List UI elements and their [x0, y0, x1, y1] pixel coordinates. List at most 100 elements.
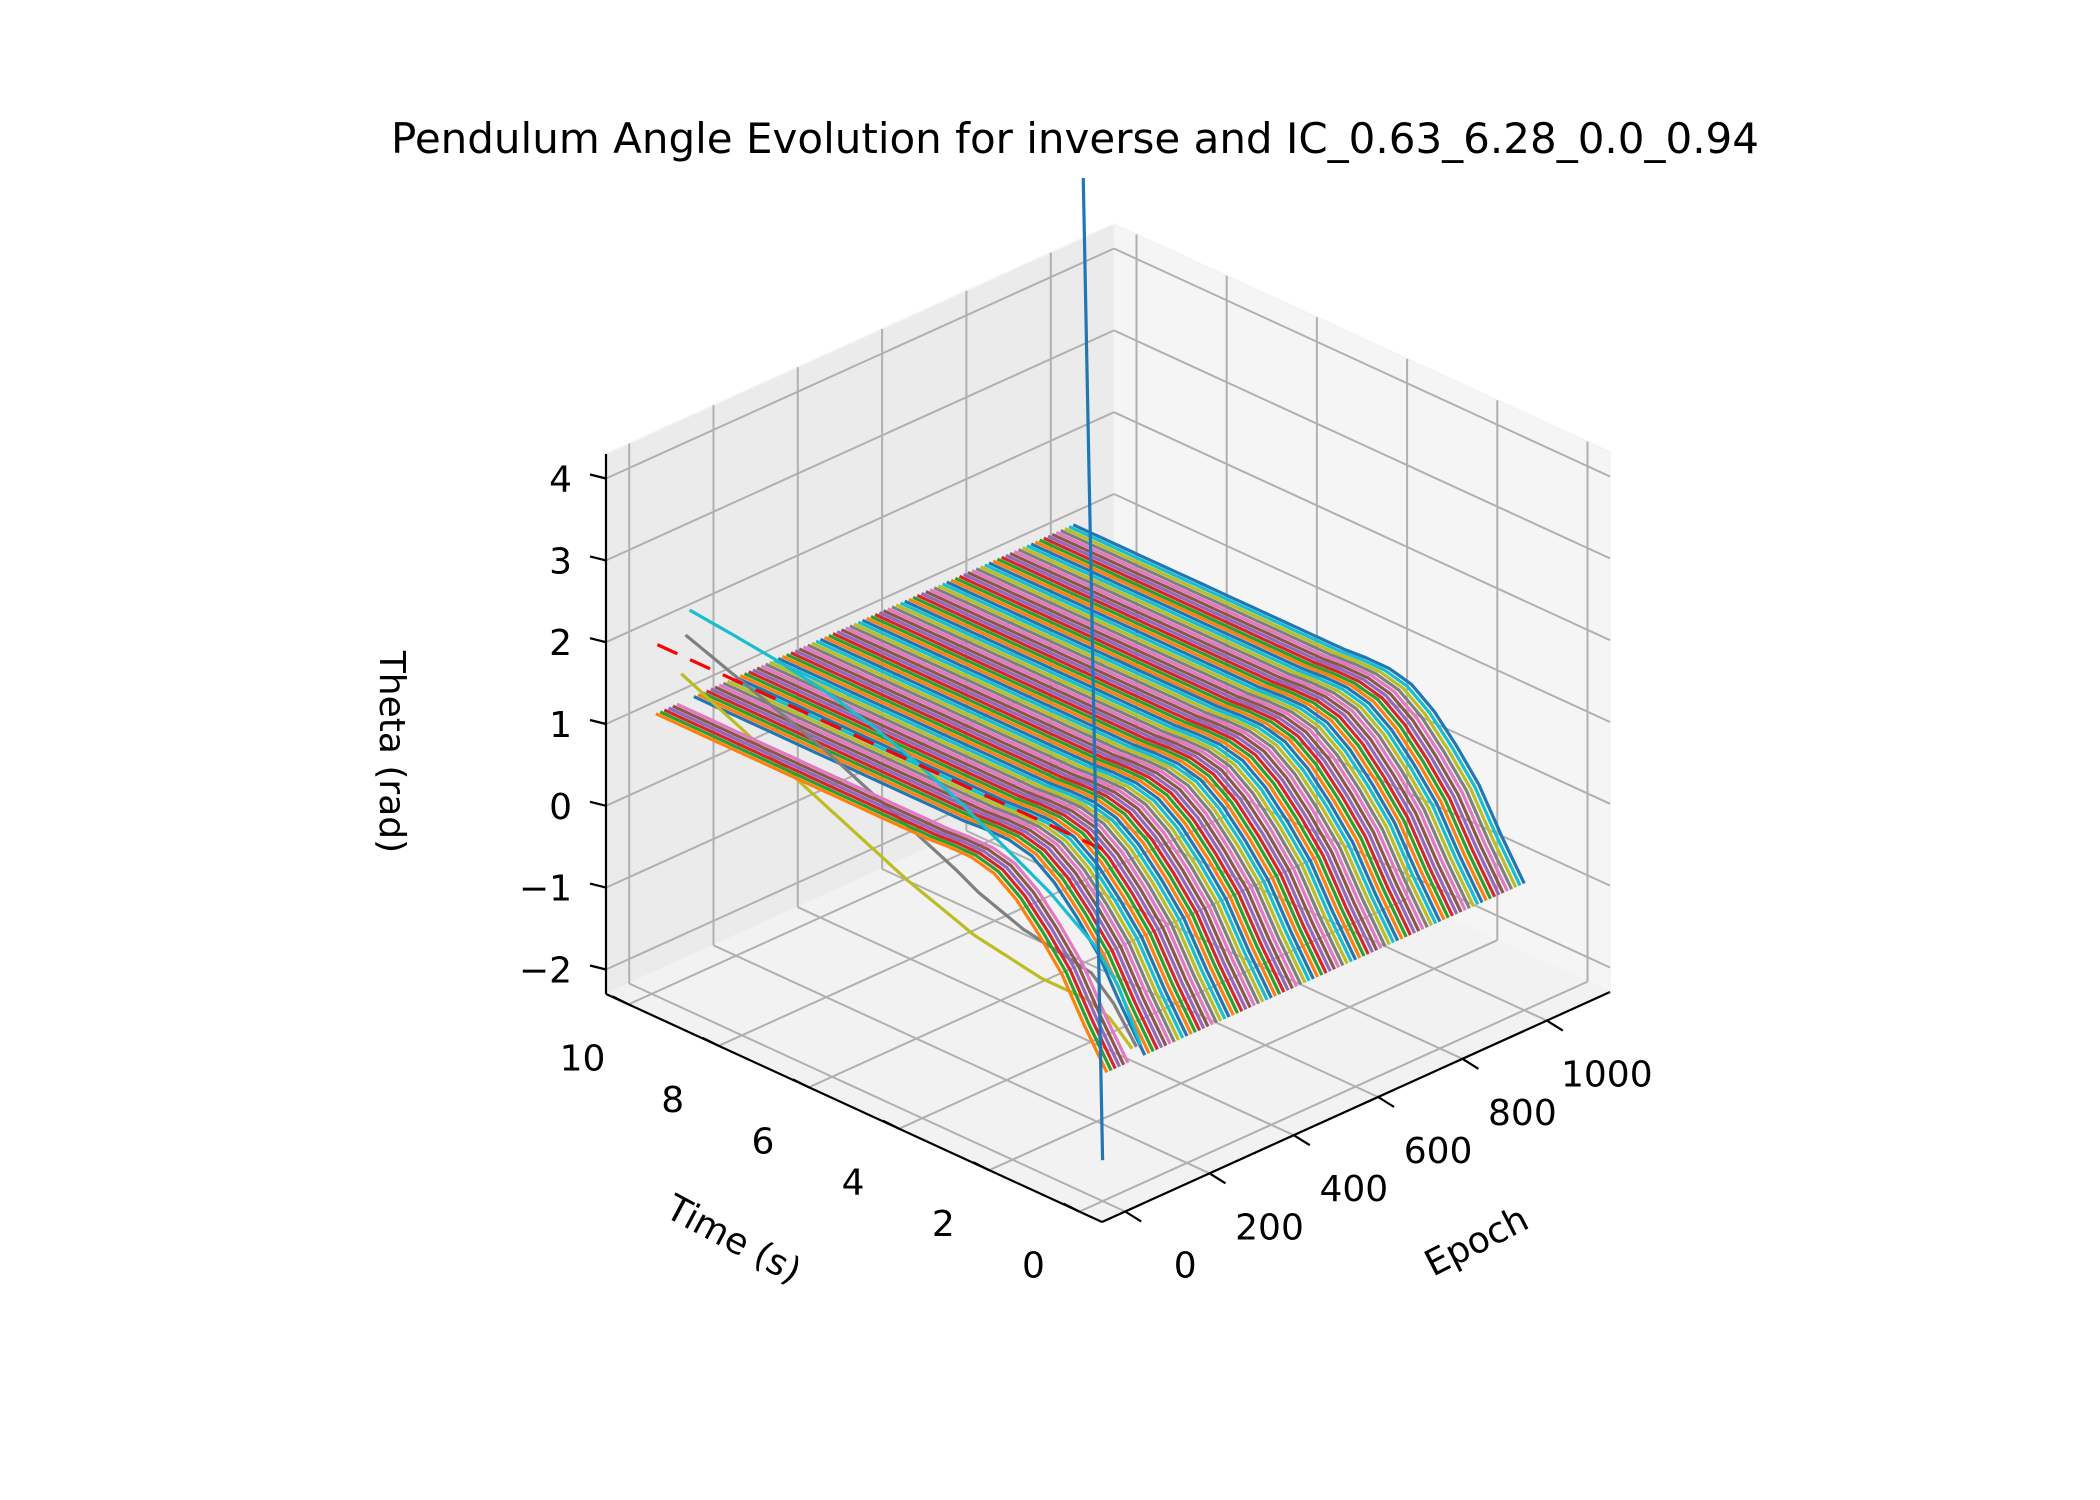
epoch-trace [967, 571, 1421, 932]
epoch-trace [1034, 540, 1488, 902]
epoch-trace [874, 613, 1328, 974]
z-tick-mark [589, 555, 607, 562]
epoch-trace [920, 592, 1374, 953]
epoch-trace [807, 643, 1261, 1005]
epoch-trace [777, 656, 1231, 1018]
epoch-trace [781, 655, 1235, 1016]
z-tick-label: 1 [549, 705, 572, 746]
epoch-trace [655, 712, 1109, 1074]
y-gridline [808, 856, 1318, 1089]
epoch-trace [1026, 544, 1480, 906]
epoch-trace [697, 693, 1151, 1054]
epoch-trace [743, 672, 1197, 1033]
epoch-trace [1005, 553, 1459, 915]
epoch-trace [672, 704, 1126, 1066]
epoch-trace [878, 611, 1332, 972]
epoch-trace [1060, 529, 1514, 890]
z-tick-mark [589, 964, 607, 971]
epoch-trace [866, 616, 1320, 978]
epoch-trace [933, 586, 1387, 948]
y-tick-mark [792, 1078, 810, 1089]
epoch-trace [840, 628, 1294, 990]
x-tick-label: 1000 [1561, 1055, 1653, 1096]
epoch-trace [823, 635, 1277, 997]
y-axis-label: Time (s) [658, 1187, 807, 1292]
z-tick-label: 4 [549, 460, 572, 501]
x-tick-label: 600 [1404, 1131, 1473, 1172]
y-tick-label: 10 [560, 1038, 606, 1079]
epoch-trace [882, 609, 1336, 970]
z-gridline [1113, 247, 1611, 478]
z-tick-mark [589, 882, 607, 889]
epoch-trace [1009, 551, 1463, 913]
epoch-trace [1017, 548, 1471, 909]
epoch-trace [1072, 523, 1526, 885]
y-tick-label: 6 [751, 1121, 774, 1162]
epoch-trace [979, 565, 1433, 927]
epoch-trace [853, 622, 1307, 984]
y-tick-mark [702, 1036, 720, 1047]
epoch-trace [832, 632, 1286, 993]
epoch-trace [975, 567, 1429, 928]
epoch-trace [963, 572, 1417, 934]
epoch-trace [785, 653, 1239, 1014]
epoch-trace [819, 637, 1273, 999]
z-gridline [605, 493, 1115, 725]
y-tick-label: 2 [932, 1204, 955, 1245]
epoch-trace [929, 588, 1383, 949]
epoch-trace [1051, 532, 1505, 894]
epoch-trace [836, 630, 1290, 991]
epoch-trace [739, 674, 1193, 1035]
epoch-trace [752, 668, 1206, 1030]
x-gridline [713, 944, 1210, 1175]
x-tick-label: 0 [1174, 1246, 1197, 1287]
x-gridline [628, 982, 1126, 1213]
z-tick-mark [589, 637, 607, 644]
epoch-trace [984, 563, 1438, 925]
epoch-trace [802, 645, 1256, 1007]
y-tick-mark [972, 1161, 990, 1172]
y-tick-mark [1063, 1202, 1080, 1213]
epoch-trace [815, 639, 1269, 1001]
epoch-trace [946, 580, 1400, 942]
epoch-trace [904, 599, 1358, 961]
reference-line [651, 640, 1104, 851]
x-tick-label: 200 [1235, 1207, 1304, 1248]
y-gridline [718, 814, 1228, 1047]
z-tick-label: −1 [519, 869, 572, 910]
z-tick-mark [589, 718, 607, 726]
epoch-trace [1022, 546, 1476, 908]
epoch-trace [705, 689, 1159, 1051]
epoch-trace [937, 584, 1391, 946]
x-tick-label: 400 [1319, 1169, 1388, 1210]
z-gridline [1113, 329, 1611, 560]
epoch-trace [891, 605, 1345, 967]
epoch-trace [722, 681, 1176, 1043]
x-tick-mark [1377, 1096, 1395, 1108]
z-tick-label: 0 [549, 787, 572, 828]
y-tick-label: 0 [1022, 1246, 1045, 1287]
z-gridline [605, 247, 1115, 480]
y-tick-mark [612, 995, 629, 1006]
z-gridline [1113, 411, 1611, 642]
x-tick-mark [1293, 1134, 1311, 1147]
y-tick-label: 8 [661, 1080, 684, 1121]
epoch-trace [794, 649, 1248, 1011]
z-gridline [605, 411, 1115, 644]
y-tick-mark [882, 1119, 900, 1130]
x-axis-line [1101, 990, 1611, 1224]
epoch-trace [1068, 525, 1522, 887]
epoch-trace [870, 614, 1324, 976]
epoch-trace [663, 708, 1117, 1070]
epoch-trace [1038, 538, 1492, 900]
plot-area [651, 178, 1526, 1161]
epoch-trace [899, 601, 1353, 963]
epoch-trace [667, 706, 1121, 1068]
epoch-trace [764, 662, 1218, 1024]
epoch-trace [1064, 527, 1518, 888]
y-axis-line [605, 993, 1103, 1223]
epoch-trace [1013, 550, 1467, 911]
epoch-trace [845, 626, 1299, 988]
epoch-trace [1047, 534, 1501, 896]
